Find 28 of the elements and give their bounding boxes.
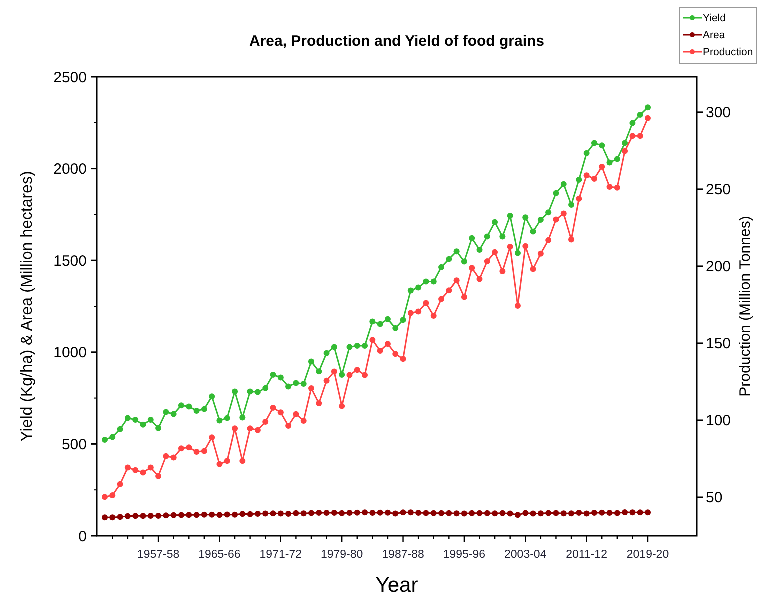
x-axis-title: Year: [376, 574, 418, 597]
x-tick-label: 1957-58: [137, 549, 180, 561]
x-tick-label: 1971-72: [260, 549, 302, 561]
chart-title: Area, Production and Yield of food grains: [249, 33, 545, 50]
x-tick-label: 1987-88: [382, 549, 424, 561]
y2-tick-label: 100: [706, 412, 732, 430]
y-tick-label: 1000: [54, 344, 87, 362]
x-tick-label: 1995-96: [443, 549, 486, 561]
x-tick-label: 1979-80: [320, 549, 364, 561]
x-tick-label: 2019-20: [626, 549, 670, 561]
y2-tick-label: 150: [706, 336, 732, 353]
y2-tick-label: 50: [706, 490, 723, 507]
y-tick-label: 2000: [54, 161, 87, 178]
x-tick-label: 2003-04: [504, 549, 548, 561]
x-tick-label: 2011-12: [566, 549, 608, 561]
y2-axis-title: Production (Million Tonnes): [737, 216, 754, 397]
y2-tick-label: 200: [706, 258, 732, 276]
y2-tick-label: 250: [706, 182, 732, 199]
legend-label: Area: [703, 30, 726, 42]
x-tick-label: 1965-66: [198, 549, 241, 561]
y-tick-label: 1500: [54, 252, 87, 270]
y2-tick-label: 300: [706, 104, 732, 122]
legend-label: Yield: [703, 12, 726, 25]
y-axis-title: Yield (Kg/ha) & Area (Million hectares): [19, 171, 36, 442]
y-tick-label: 2500: [54, 69, 87, 86]
y-tick-label: 500: [62, 436, 87, 454]
y-tick-label: 0: [78, 528, 87, 546]
legend-label: Production: [703, 46, 754, 59]
